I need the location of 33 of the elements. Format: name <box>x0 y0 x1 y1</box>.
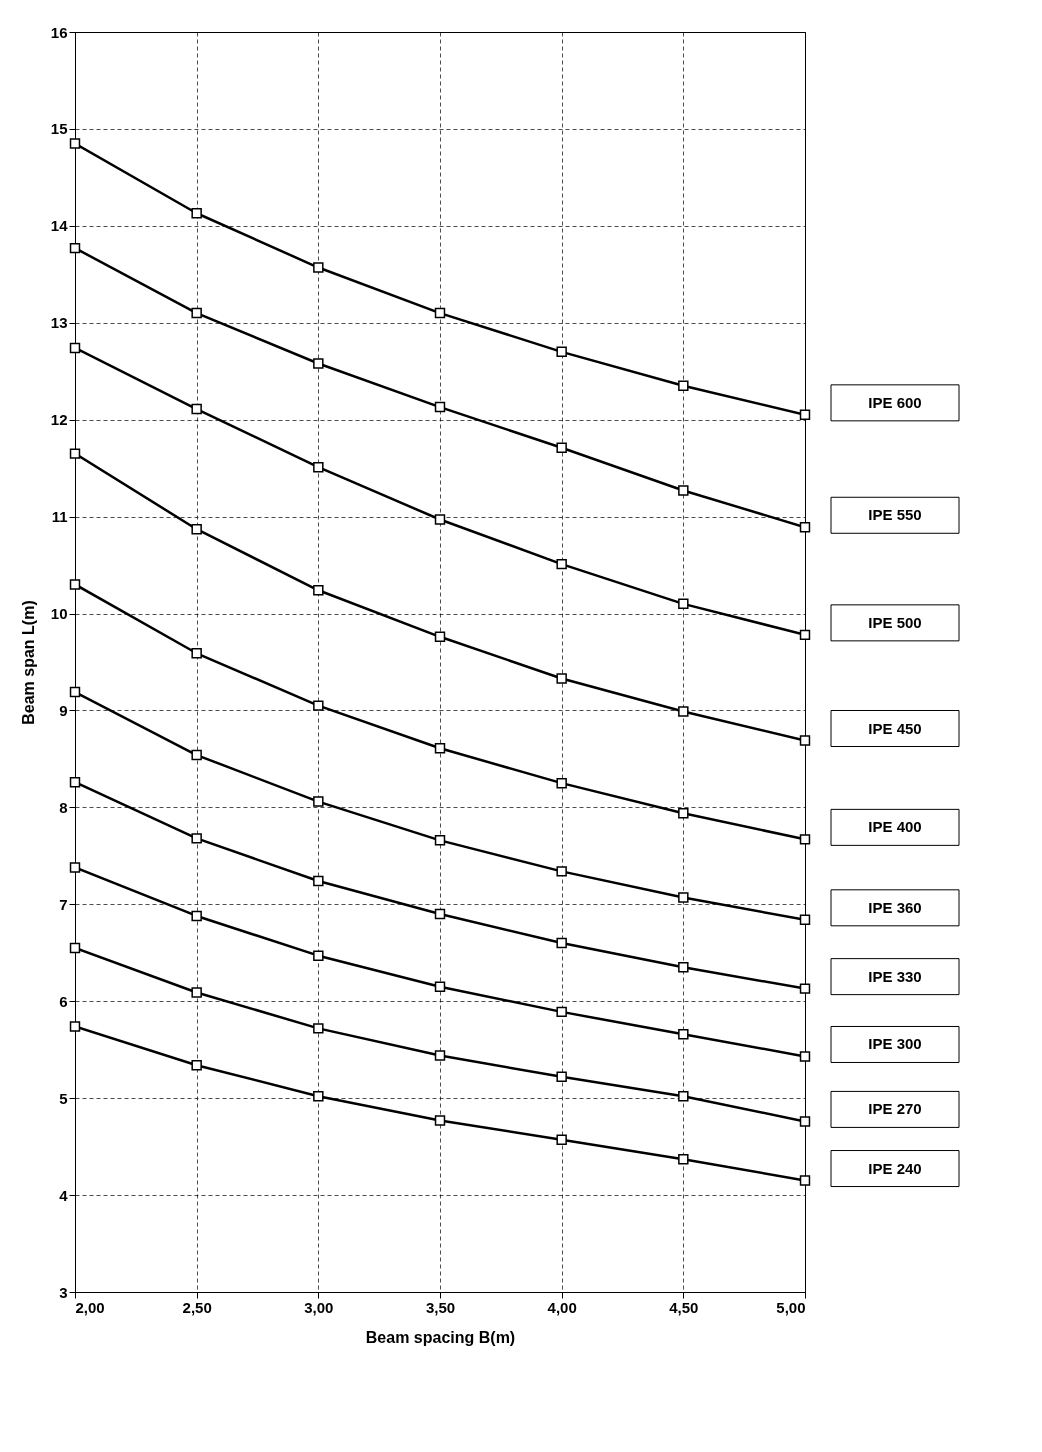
y-tick-label: 3 <box>59 1283 68 1301</box>
x-tick-label: 2,50 <box>182 1298 212 1316</box>
y-tick-label: 6 <box>59 992 68 1010</box>
text: IPE 300 <box>868 1035 922 1053</box>
x-tick-label: 3,50 <box>425 1298 456 1316</box>
y-tick-label: 5 <box>59 1089 68 1107</box>
y-tick-label: 4 <box>59 1186 69 1204</box>
text: IPE 500 <box>868 613 922 631</box>
text: IPE 360 <box>868 898 922 916</box>
y-tick-label: 8 <box>59 798 68 816</box>
x-axis-title: Beam spacing B(m) <box>365 1328 516 1346</box>
text: IPE 600 <box>868 393 922 411</box>
text: IPE 240 <box>868 1159 922 1177</box>
text: IPE 550 <box>868 506 922 524</box>
y-tick-label: 13 <box>50 314 68 332</box>
y-tick-label: 12 <box>50 411 68 429</box>
y-tick-label: 7 <box>59 895 68 913</box>
text: IPE 400 <box>868 818 922 836</box>
y-tick-label: 15 <box>50 120 68 138</box>
x-tick-label: 2,00 <box>75 1298 105 1316</box>
x-tick-label: 4,00 <box>547 1298 577 1316</box>
y-tick-label: 11 <box>51 508 68 526</box>
text: IPE 450 <box>868 719 922 737</box>
x-tick-label: 3,00 <box>304 1298 334 1316</box>
y-tick-label: 16 <box>50 23 68 41</box>
y-tick-label: 10 <box>50 605 68 623</box>
y-tick-label: 14 <box>50 217 69 235</box>
x-tick-label: 5,00 <box>776 1298 806 1316</box>
text: IPE 330 <box>868 967 922 985</box>
text: IPE 270 <box>868 1100 922 1118</box>
y-tick-label: 9 <box>59 701 68 719</box>
x-tick-label: 4,50 <box>669 1298 699 1316</box>
y-axis-title: Beam span L(m) <box>19 600 37 725</box>
